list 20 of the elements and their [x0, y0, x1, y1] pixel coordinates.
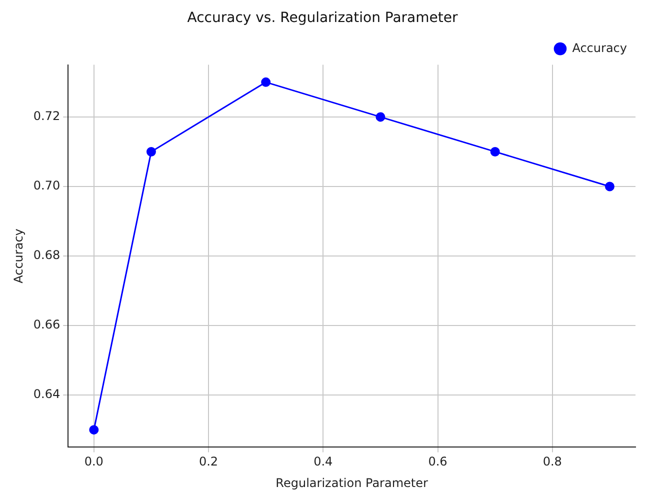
- point: [261, 77, 271, 87]
- x-tick-label: 0.6: [428, 454, 448, 469]
- legend-label: Accuracy: [572, 40, 628, 55]
- y-tick-label: 0.70: [33, 178, 60, 193]
- chart-title: Accuracy vs. Regularization Parameter: [187, 10, 458, 26]
- y-tick-label: 0.72: [33, 109, 60, 124]
- point: [490, 146, 500, 156]
- x-tick-label: 0.4: [314, 454, 333, 469]
- x-axis-title: Regularization Parameter: [276, 476, 428, 490]
- y-tick-label: 0.66: [33, 318, 60, 332]
- x-tick-label: 0.2: [198, 454, 218, 469]
- y-tick-label: 0.68: [33, 248, 60, 262]
- y-tick-label: 0.64: [33, 387, 60, 402]
- point: [146, 146, 156, 156]
- point: [89, 425, 99, 435]
- point: [604, 182, 614, 192]
- x-tick-label: 0.8: [542, 454, 562, 469]
- x-tick-label: 0.0: [84, 454, 104, 469]
- y-axis-title: Accuracy: [11, 228, 26, 284]
- point: [376, 112, 386, 122]
